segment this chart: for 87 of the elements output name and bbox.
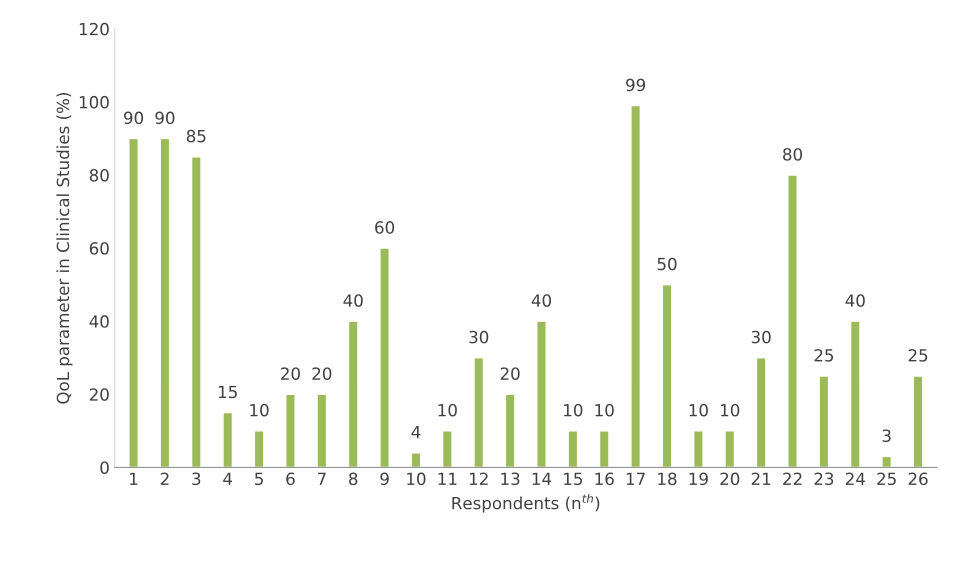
x-tick-label: 11: [438, 472, 456, 485]
bar: [818, 375, 830, 468]
data-label: 20: [312, 367, 332, 380]
bar: [504, 394, 516, 468]
data-label: 60: [375, 221, 394, 234]
data-label: 20: [500, 367, 520, 380]
x-tick-label: 4: [223, 472, 232, 485]
x-tick-label: 16: [595, 472, 614, 486]
x-tick-label: 26: [908, 472, 928, 486]
bar: [567, 430, 578, 468]
x-tick-label: 24: [846, 472, 865, 485]
data-label: 85: [186, 130, 206, 142]
x-tick-label: 1: [130, 472, 138, 485]
bar: [662, 284, 672, 468]
x-tick-label: 20: [720, 472, 740, 486]
x-axis-title: Respondents (n$^{th}$): [452, 494, 600, 513]
data-label: 25: [814, 349, 834, 362]
bar: [692, 430, 704, 468]
x-tick-label: 21: [752, 472, 770, 485]
data-label: 10: [438, 404, 457, 416]
data-label: 15: [218, 386, 237, 398]
x-tick-label: 17: [626, 472, 645, 485]
bar: [410, 452, 422, 468]
bar: [348, 320, 359, 468]
data-label: 50: [658, 258, 677, 270]
data-label: 3: [882, 429, 891, 442]
x-tick-label: 2: [160, 472, 169, 485]
bar: [190, 156, 202, 468]
x-tick-label: 8: [349, 472, 358, 486]
data-label: 30: [752, 330, 771, 344]
x-tick-label: 25: [877, 472, 896, 486]
bar: [285, 394, 296, 468]
bar: [379, 247, 390, 468]
y-tick-label: 40: [89, 315, 109, 328]
data-label: 10: [564, 404, 582, 416]
y-axis-title: QoL parameter in Clinical Studies (%): [56, 93, 72, 404]
bar: [254, 430, 264, 468]
x-tick-label: 22: [783, 472, 802, 485]
data-label: 20: [281, 367, 300, 380]
data-label: 4: [411, 426, 420, 438]
bar: [128, 138, 139, 468]
x-tick-label: 5: [255, 472, 263, 486]
data-label: 10: [250, 404, 269, 416]
data-label: 10: [720, 404, 740, 416]
bar: [756, 357, 767, 468]
y-tick-label: 120: [80, 22, 109, 36]
data-label: 40: [846, 294, 865, 307]
data-label: 10: [595, 404, 614, 416]
x-tick-label: 13: [501, 472, 520, 486]
data-label: 40: [532, 294, 551, 307]
bar: [536, 320, 547, 468]
y-tick-label: 100: [80, 96, 109, 109]
bar: [316, 394, 328, 468]
data-label: 30: [469, 330, 488, 344]
x-tick-label: 18: [658, 472, 676, 486]
data-label: 80: [783, 148, 802, 161]
x-tick-label: 12: [470, 472, 488, 485]
x-tick-label: 23: [814, 472, 834, 486]
bar: [787, 174, 798, 468]
y-tick-label: 60: [90, 242, 109, 255]
y-tick-label: 80: [90, 168, 109, 182]
x-tick-label: 9: [380, 472, 389, 486]
data-label: 99: [626, 78, 646, 92]
bar: [222, 412, 234, 468]
y-tick-label: 0: [100, 461, 109, 474]
data-label: 40: [343, 294, 363, 307]
bar: [598, 430, 610, 468]
bar: [724, 430, 736, 468]
data-label: 90: [155, 112, 174, 124]
x-tick-label: 10: [407, 472, 426, 486]
x-tick-label: 14: [532, 472, 552, 485]
x-tick-label: 3: [192, 472, 200, 486]
x-tick-label: 7: [318, 472, 326, 485]
bar: [850, 320, 861, 468]
bar: [473, 357, 484, 468]
bar: [442, 430, 453, 468]
x-tick-label: 19: [690, 472, 708, 486]
x-tick-label: 15: [564, 472, 582, 486]
data-label: 10: [690, 404, 708, 416]
x-tick-label: 6: [286, 472, 295, 486]
data-label: 90: [124, 112, 144, 124]
bar: [630, 104, 642, 468]
data-label: 25: [908, 349, 928, 362]
bar: [912, 375, 924, 468]
y-tick-label: 20: [90, 388, 109, 401]
bar: [881, 456, 892, 468]
bar: [160, 138, 170, 468]
